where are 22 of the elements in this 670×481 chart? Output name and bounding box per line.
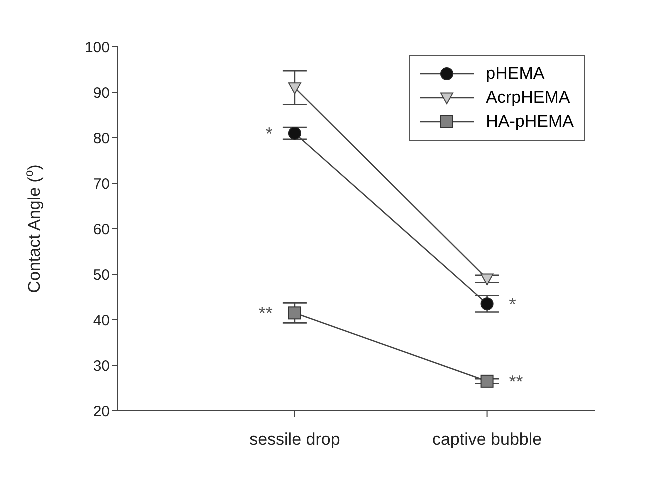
y-tick-label: 90 bbox=[93, 84, 110, 102]
x-tick-label: captive bubble bbox=[432, 430, 542, 450]
annotation: * bbox=[509, 294, 516, 314]
legend-label: AcrpHEMA bbox=[486, 88, 570, 108]
y-tick-label: 60 bbox=[93, 221, 110, 238]
annotation: * bbox=[266, 124, 273, 144]
x-tick-label: sessile drop bbox=[250, 430, 340, 450]
legend-label: HA-pHEMA bbox=[486, 112, 574, 132]
annotation: ** bbox=[258, 304, 273, 324]
point bbox=[480, 374, 494, 388]
point bbox=[288, 306, 302, 320]
y-tick-label: 80 bbox=[93, 130, 110, 148]
point bbox=[480, 298, 494, 311]
y-tick-label: 20 bbox=[93, 403, 110, 420]
y-tick-label: 40 bbox=[93, 312, 110, 330]
y-tick-label: 50 bbox=[93, 266, 110, 284]
y-tick-label: 30 bbox=[93, 358, 110, 375]
y-tick-label: 70 bbox=[93, 176, 110, 193]
legend-label: pHEMA bbox=[486, 64, 545, 84]
y-tick-label: 100 bbox=[84, 39, 110, 56]
annotation: ** bbox=[509, 372, 524, 392]
point bbox=[288, 126, 302, 140]
